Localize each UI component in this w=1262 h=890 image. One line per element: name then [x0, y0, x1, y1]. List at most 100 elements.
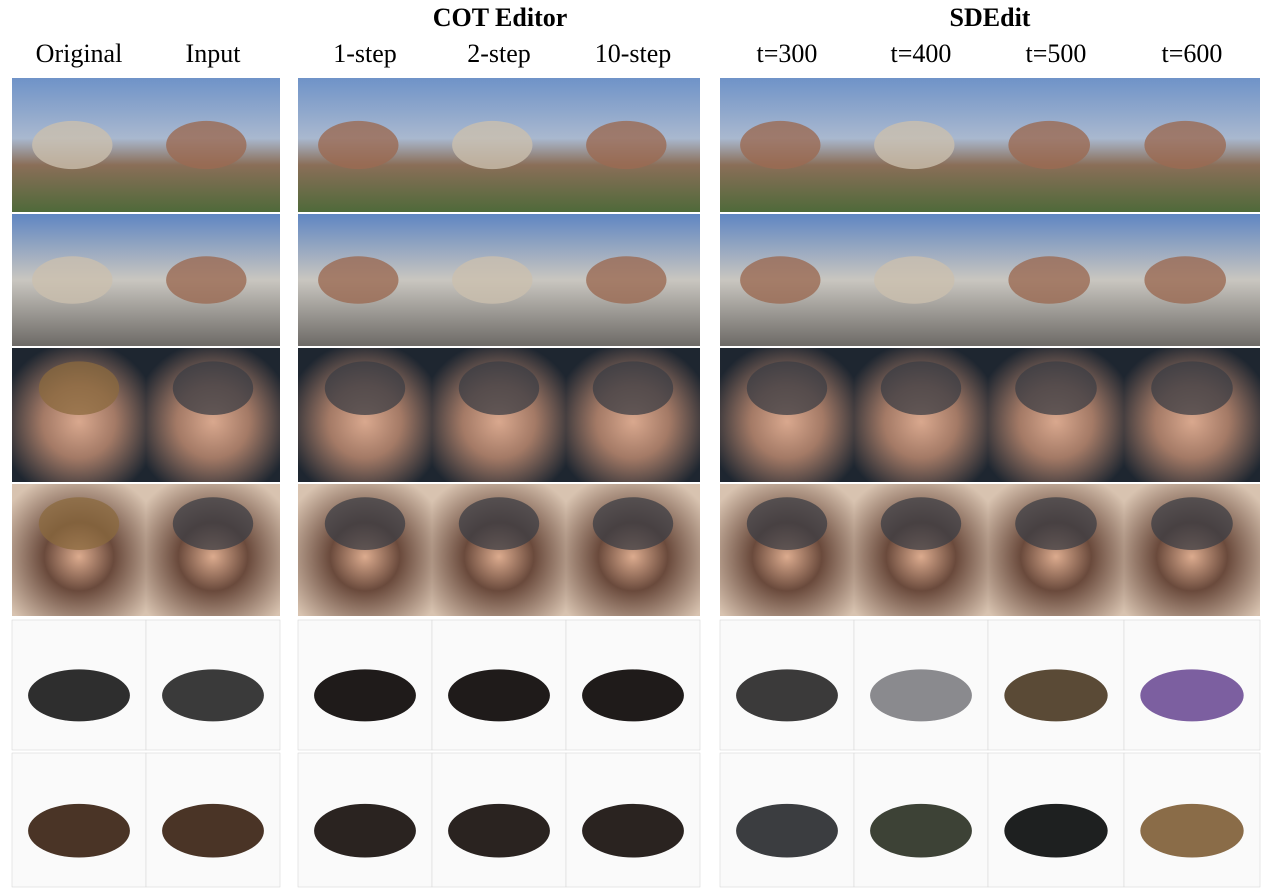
image-cell [1124, 78, 1260, 212]
image-cell [431, 619, 567, 751]
shoe [1140, 669, 1244, 722]
building [32, 256, 113, 304]
building [452, 120, 533, 170]
shoe [582, 669, 684, 722]
hair [746, 497, 828, 550]
image-cell [146, 78, 280, 212]
hair [880, 361, 962, 416]
image-cell [1123, 619, 1261, 751]
image-cell [987, 619, 1125, 751]
hair [38, 361, 120, 416]
image-cell [987, 752, 1125, 888]
image-cell [432, 348, 566, 482]
image-cell [11, 619, 147, 751]
shoe [1140, 803, 1244, 858]
shoe [162, 803, 264, 858]
image-cell [12, 348, 146, 482]
image-cell [1124, 484, 1260, 616]
building [874, 256, 955, 304]
building [1144, 256, 1226, 304]
image-cell [1124, 348, 1260, 482]
hair [458, 361, 540, 416]
shoe [314, 669, 416, 722]
image-cell [720, 214, 854, 346]
hair [1015, 361, 1097, 416]
image-cell [297, 619, 433, 751]
shoe [162, 669, 264, 722]
image-cell [566, 214, 700, 346]
building [740, 120, 821, 170]
column-label: t=400 [891, 39, 952, 68]
column-label: t=300 [757, 39, 818, 68]
building [166, 256, 247, 304]
shoe [314, 803, 416, 858]
column-label: 10-step [595, 39, 672, 68]
image-cell [566, 78, 700, 212]
image-cell [298, 348, 432, 482]
group-title: SDEdit [950, 3, 1031, 32]
image-cell [854, 484, 988, 616]
hair [592, 361, 674, 416]
hair [880, 497, 962, 550]
image-cell [565, 752, 701, 888]
building [1008, 120, 1090, 170]
hair [592, 497, 674, 550]
image-cell [988, 78, 1124, 212]
image-cell [720, 484, 854, 616]
shoe [28, 803, 130, 858]
hair [324, 361, 406, 416]
image-cell [297, 752, 433, 888]
shoe [582, 803, 684, 858]
hair [38, 497, 120, 550]
image-cell [298, 214, 432, 346]
image-cell [854, 214, 988, 346]
shoe [28, 669, 130, 722]
image-cell [988, 484, 1124, 616]
shoe [1004, 669, 1108, 722]
building [586, 256, 667, 304]
image-cell [145, 619, 281, 751]
image-cell [719, 619, 855, 751]
image-cell [431, 752, 567, 888]
image-cell [145, 752, 281, 888]
hair [172, 361, 254, 416]
image-cell [1123, 752, 1261, 888]
shoe [870, 803, 972, 858]
building [740, 256, 821, 304]
column-label: Input [186, 39, 242, 68]
image-cell [566, 484, 700, 616]
shoe [736, 669, 838, 722]
hair [746, 361, 828, 416]
building [318, 256, 399, 304]
building [1008, 256, 1090, 304]
group-title: COT Editor [433, 3, 568, 32]
image-cell [1124, 214, 1260, 346]
image-cell [854, 348, 988, 482]
image-cell [719, 752, 855, 888]
building [32, 120, 113, 170]
building [452, 256, 533, 304]
hair [1151, 361, 1233, 416]
shoe [448, 803, 550, 858]
image-cell [565, 619, 701, 751]
image-cell [298, 78, 432, 212]
image-cell [853, 619, 989, 751]
hair [1015, 497, 1097, 550]
image-cell [988, 214, 1124, 346]
hair [458, 497, 540, 550]
shoe [1004, 803, 1108, 858]
building [166, 120, 247, 170]
building [586, 120, 667, 170]
column-label: Original [36, 39, 123, 68]
image-cell [146, 484, 280, 616]
image-cell [298, 484, 432, 616]
building [874, 120, 955, 170]
column-label: 2-step [467, 39, 531, 68]
image-cell [566, 348, 700, 482]
hair [324, 497, 406, 550]
shoe [736, 803, 838, 858]
building [1144, 120, 1226, 170]
column-label: 1-step [333, 39, 397, 68]
image-cell [854, 78, 988, 212]
